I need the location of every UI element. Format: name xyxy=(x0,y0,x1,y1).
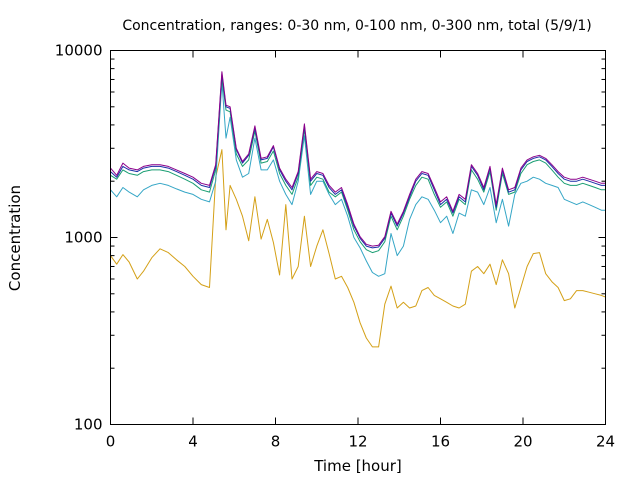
y-tick-label: 1000 xyxy=(64,229,102,247)
x-tick-label: 0 xyxy=(106,433,116,451)
y-axis-label: Concentration xyxy=(6,185,24,291)
series-line-2 xyxy=(110,81,606,277)
x-axis-label: Time [hour] xyxy=(313,457,402,475)
y-tick-label: 100 xyxy=(74,416,103,434)
series-line-5 xyxy=(110,71,606,247)
series-line-4 xyxy=(110,73,606,249)
series-line-3 xyxy=(110,77,606,254)
x-tick-label: 4 xyxy=(188,433,198,451)
plot-series-group xyxy=(110,71,606,348)
y-axis: 100 1000 10000 xyxy=(55,42,606,434)
x-tick-label: 24 xyxy=(596,433,615,451)
chart-title: Concentration, ranges: 0-30 nm, 0-100 nm… xyxy=(122,18,591,34)
x-axis: 0 4 8 12 16 20 24 xyxy=(106,50,615,451)
x-tick-label: 20 xyxy=(513,433,532,451)
series-line-1 xyxy=(110,149,606,348)
x-tick-label: 16 xyxy=(431,433,450,451)
y-tick-label: 10000 xyxy=(55,42,103,60)
x-tick-label: 8 xyxy=(271,433,281,451)
x-tick-label: 12 xyxy=(348,433,367,451)
